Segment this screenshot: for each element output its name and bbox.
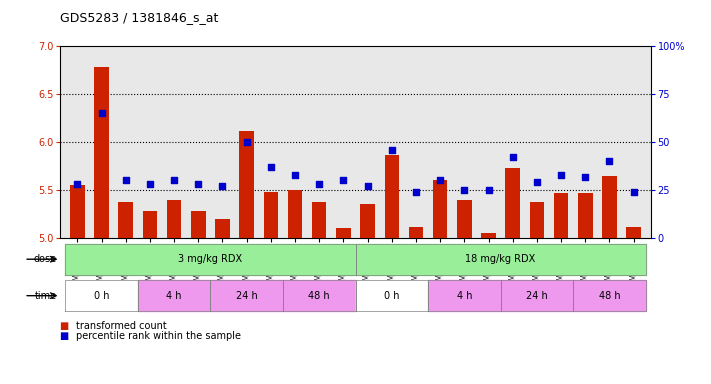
Point xyxy=(314,181,325,187)
Point xyxy=(72,181,83,187)
Text: GDS5283 / 1381846_s_at: GDS5283 / 1381846_s_at xyxy=(60,12,219,25)
Bar xyxy=(602,175,616,238)
Bar xyxy=(312,202,326,238)
Text: ■: ■ xyxy=(60,321,73,331)
Bar xyxy=(70,185,85,238)
Point xyxy=(362,183,373,189)
Bar xyxy=(95,67,109,238)
Text: 4 h: 4 h xyxy=(456,291,472,301)
Text: 3 mg/kg RDX: 3 mg/kg RDX xyxy=(178,254,242,264)
Text: dose: dose xyxy=(33,254,57,264)
Point xyxy=(604,158,615,164)
Bar xyxy=(336,228,351,238)
Point xyxy=(459,187,470,193)
Bar xyxy=(409,227,423,238)
Text: 0 h: 0 h xyxy=(94,291,109,301)
Bar xyxy=(530,202,544,238)
Point xyxy=(628,189,639,195)
Point xyxy=(434,177,446,184)
Text: percentile rank within the sample: percentile rank within the sample xyxy=(76,331,241,341)
Bar xyxy=(554,193,568,238)
Bar xyxy=(240,131,254,238)
Point xyxy=(386,147,397,153)
Point xyxy=(217,183,228,189)
Point xyxy=(289,172,301,178)
Bar xyxy=(433,180,447,238)
Point xyxy=(579,174,591,180)
Bar xyxy=(360,205,375,238)
Point xyxy=(338,177,349,184)
Point xyxy=(144,181,156,187)
Point xyxy=(531,179,542,185)
Point xyxy=(265,164,277,170)
Text: ■: ■ xyxy=(60,331,73,341)
Text: time: time xyxy=(35,291,57,301)
Text: 48 h: 48 h xyxy=(309,291,330,301)
Bar xyxy=(481,233,496,238)
Point xyxy=(96,110,107,116)
Bar xyxy=(264,192,278,238)
Bar xyxy=(288,190,302,238)
Point xyxy=(483,187,494,193)
Text: 0 h: 0 h xyxy=(384,291,400,301)
Text: 18 mg/kg RDX: 18 mg/kg RDX xyxy=(466,254,536,264)
Bar xyxy=(385,154,399,238)
Bar xyxy=(578,193,592,238)
Point xyxy=(410,189,422,195)
Text: 4 h: 4 h xyxy=(166,291,182,301)
Bar xyxy=(506,168,520,238)
Text: transformed count: transformed count xyxy=(76,321,167,331)
Bar xyxy=(626,227,641,238)
Bar xyxy=(119,202,133,238)
Text: 48 h: 48 h xyxy=(599,291,620,301)
Bar xyxy=(215,219,230,238)
Text: 24 h: 24 h xyxy=(236,291,257,301)
Point xyxy=(555,172,567,178)
Point xyxy=(120,177,132,184)
Point xyxy=(193,181,204,187)
Bar xyxy=(457,200,471,238)
Bar xyxy=(191,211,205,238)
Point xyxy=(507,154,518,161)
Text: 24 h: 24 h xyxy=(526,291,547,301)
Point xyxy=(241,139,252,145)
Bar xyxy=(143,211,157,238)
Point xyxy=(169,177,180,184)
Bar xyxy=(167,200,181,238)
